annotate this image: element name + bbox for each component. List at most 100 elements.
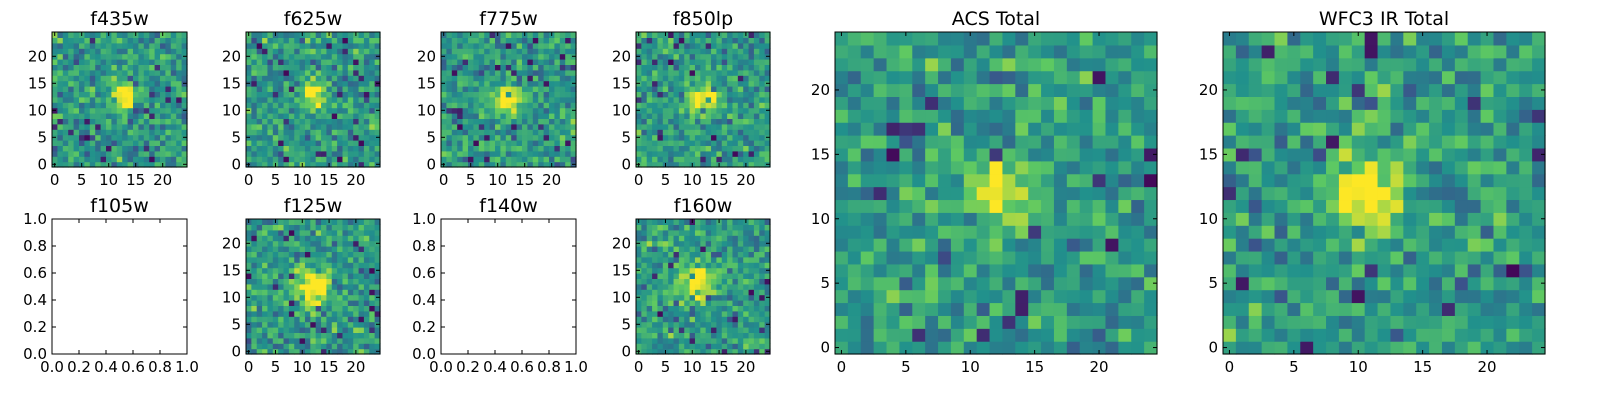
x-tick-label: 20 bbox=[346, 358, 365, 376]
heatmap-cell bbox=[246, 256, 252, 263]
heatmap-cell bbox=[732, 134, 739, 141]
heatmap-cell bbox=[315, 42, 322, 49]
heatmap-cell bbox=[668, 348, 675, 355]
heatmap-cell bbox=[689, 53, 696, 60]
heatmap-cell bbox=[304, 118, 311, 125]
heatmap-cell bbox=[304, 305, 311, 312]
heatmap-cell bbox=[657, 224, 664, 231]
heatmap-cell bbox=[84, 42, 91, 49]
heatmap-cell bbox=[1105, 238, 1119, 252]
heatmap-cell bbox=[684, 256, 691, 263]
heatmap-cell bbox=[138, 129, 145, 136]
heatmap-cell bbox=[484, 69, 491, 76]
heatmap-cell bbox=[886, 109, 900, 123]
heatmap-cell bbox=[374, 102, 381, 109]
heatmap-cell bbox=[342, 246, 349, 252]
heatmap-cell bbox=[127, 129, 134, 136]
heatmap-cell bbox=[283, 294, 290, 301]
heatmap-cell bbox=[753, 145, 760, 152]
heatmap-cell bbox=[737, 273, 744, 279]
heatmap-cell bbox=[652, 59, 659, 65]
heatmap-cell bbox=[976, 263, 991, 278]
heatmap-cell bbox=[283, 123, 290, 130]
heatmap-cell bbox=[1092, 173, 1107, 188]
heatmap-cell bbox=[759, 262, 766, 269]
heatmap-cell bbox=[538, 161, 545, 168]
heatmap-cell bbox=[678, 343, 685, 350]
heatmap-cell bbox=[727, 256, 734, 263]
heatmap-cell bbox=[1287, 186, 1301, 201]
heatmap-cell bbox=[68, 113, 75, 119]
heatmap-cell bbox=[1118, 238, 1132, 252]
heatmap-cell bbox=[1287, 276, 1301, 291]
heatmap-cell bbox=[989, 135, 1004, 149]
heatmap-cell bbox=[353, 300, 360, 306]
heatmap-cell bbox=[652, 129, 659, 136]
heatmap-cell bbox=[873, 250, 888, 265]
heatmap-cell bbox=[278, 150, 285, 157]
heatmap-cell bbox=[262, 118, 269, 125]
y-tick-label: 0.4 bbox=[412, 291, 436, 309]
x-tick-label: 0 bbox=[634, 358, 644, 376]
heatmap-cell bbox=[727, 219, 734, 225]
heatmap-cell bbox=[543, 145, 550, 152]
heatmap-cell bbox=[1235, 199, 1250, 213]
heatmap-cell bbox=[559, 53, 566, 60]
heatmap-cell bbox=[52, 37, 58, 44]
heatmap-cell bbox=[1338, 328, 1353, 342]
heatmap-cell bbox=[462, 32, 469, 38]
heatmap-cell bbox=[1053, 276, 1068, 291]
heatmap-cell bbox=[149, 150, 156, 157]
heatmap-cell bbox=[662, 289, 669, 296]
heatmap-cell bbox=[251, 75, 258, 82]
heatmap-cell bbox=[1079, 289, 1094, 304]
heatmap-cell bbox=[554, 140, 561, 146]
heatmap-cell bbox=[337, 64, 344, 71]
heatmap-cell bbox=[358, 348, 365, 355]
heatmap-cell bbox=[657, 91, 664, 98]
heatmap-cell bbox=[353, 310, 360, 317]
heatmap-cell bbox=[532, 91, 539, 98]
heatmap-cell bbox=[1326, 238, 1340, 252]
heatmap-cell bbox=[641, 75, 648, 82]
heatmap-cell bbox=[1015, 32, 1029, 46]
heatmap-cell bbox=[73, 123, 80, 130]
heatmap-cell bbox=[641, 32, 648, 38]
heatmap-cell bbox=[527, 48, 534, 55]
heatmap-cell bbox=[963, 276, 978, 291]
heatmap-cell bbox=[657, 256, 664, 263]
heatmap-cell bbox=[57, 102, 64, 109]
heatmap-cell bbox=[652, 80, 659, 87]
heatmap-cell bbox=[331, 262, 338, 269]
heatmap-cell bbox=[748, 305, 755, 312]
heatmap-cell bbox=[446, 118, 453, 125]
heatmap-cell bbox=[299, 278, 306, 285]
heatmap-cell bbox=[694, 145, 701, 152]
heatmap-cell bbox=[1416, 212, 1430, 226]
heatmap-cell bbox=[753, 273, 760, 279]
heatmap-cell bbox=[294, 48, 301, 55]
heatmap-cell bbox=[122, 53, 129, 60]
heatmap-cell bbox=[52, 96, 58, 103]
heatmap-cell bbox=[732, 348, 739, 355]
heatmap-cell bbox=[149, 96, 156, 103]
heatmap-cell bbox=[554, 123, 561, 130]
heatmap-cell bbox=[511, 53, 518, 60]
heatmap-cell bbox=[363, 262, 370, 269]
heatmap-cell bbox=[251, 240, 258, 247]
heatmap-cell bbox=[860, 173, 875, 188]
heatmap-cell bbox=[1248, 225, 1263, 239]
x-tick-label: 5 bbox=[661, 358, 671, 376]
heatmap-cell bbox=[727, 267, 734, 274]
heatmap-cell bbox=[1118, 109, 1132, 123]
heatmap-cell bbox=[484, 91, 491, 98]
heatmap-cell bbox=[283, 150, 290, 157]
heatmap-cell bbox=[484, 145, 491, 152]
heatmap-cell bbox=[641, 246, 648, 252]
heatmap-cell bbox=[256, 48, 263, 55]
heatmap-cell bbox=[278, 80, 285, 87]
heatmap-cell bbox=[73, 59, 80, 65]
heatmap-cell bbox=[543, 123, 550, 130]
heatmap-cell bbox=[652, 91, 659, 98]
heatmap-cell bbox=[668, 251, 675, 258]
